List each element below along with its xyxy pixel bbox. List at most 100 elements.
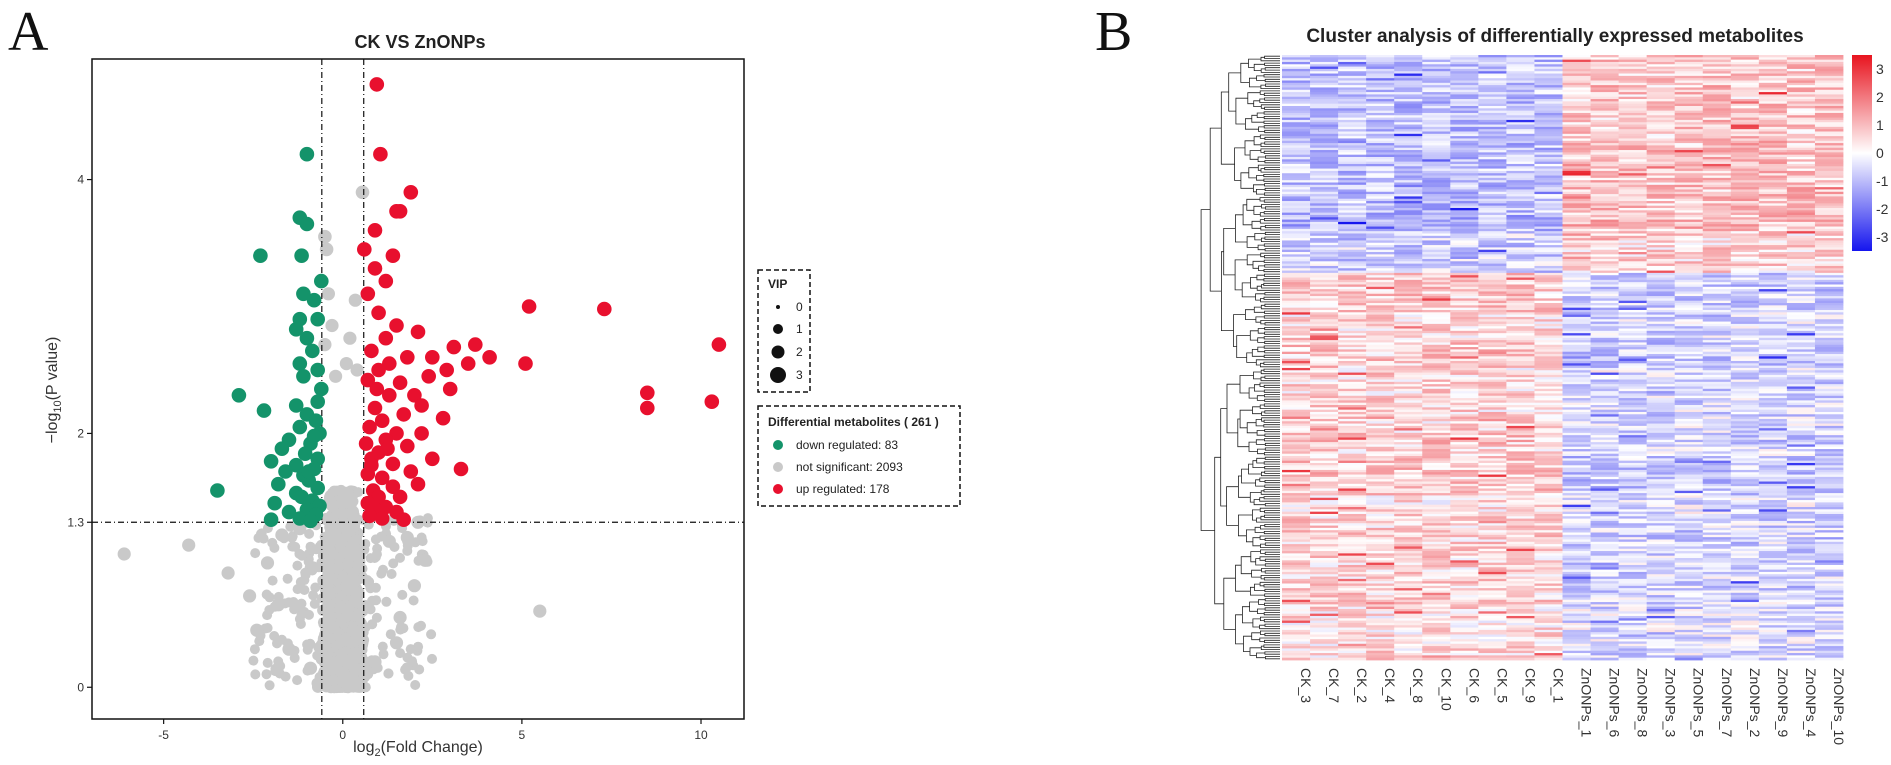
dendrogram-branch	[1264, 303, 1280, 307]
heatmap-cell	[1506, 138, 1535, 142]
heatmap-cell	[1814, 275, 1844, 278]
heatmap-cell	[1814, 228, 1844, 232]
heatmap-cell	[1562, 133, 1591, 137]
heatmap-cell	[1338, 286, 1367, 290]
heatmap-cell	[1450, 87, 1479, 91]
heatmap-cell	[1814, 240, 1844, 244]
down-regulated-point	[210, 483, 225, 498]
down-regulated-point	[288, 398, 304, 413]
heatmap-cell	[1478, 201, 1507, 204]
heatmap-cell	[1366, 61, 1395, 65]
heatmap-cell	[1534, 191, 1563, 195]
heatmap-cell	[1646, 300, 1676, 304]
heatmap-cell	[1282, 228, 1311, 232]
down-regulated-point	[294, 248, 309, 263]
heatmap-cell	[1450, 115, 1479, 118]
heatmap-cell	[1394, 80, 1423, 84]
heatmap-cell	[1786, 258, 1816, 262]
heatmap-cell	[1422, 170, 1451, 174]
heatmap-cell	[1562, 159, 1591, 163]
heatmap-cell	[1646, 110, 1676, 114]
heatmap-cell	[1506, 73, 1535, 77]
heatmap-cell	[1450, 96, 1479, 100]
heatmap-cell	[1618, 85, 1648, 88]
heatmap-cell	[1282, 194, 1311, 197]
heatmap-cell	[1366, 154, 1395, 158]
heatmap-cell	[1646, 235, 1676, 239]
heatmap-cell	[1366, 277, 1395, 281]
heatmap-cell	[1450, 170, 1479, 174]
up-regulated-point	[382, 356, 397, 371]
heatmap-cell	[1618, 277, 1648, 281]
heatmap-cell	[1366, 87, 1395, 91]
dendrogram-branch	[1264, 429, 1280, 433]
heatmap-cell	[1366, 312, 1395, 316]
heatmap-cell	[1590, 75, 1619, 79]
heatmap-cell	[1758, 275, 1788, 278]
heatmap-cell	[1310, 138, 1339, 142]
heatmap-cell	[1534, 205, 1563, 209]
dendrogram-branch	[1243, 635, 1252, 652]
heatmap-cell	[1282, 217, 1311, 220]
heatmap-cell	[1422, 212, 1451, 216]
heatmap-cell	[1366, 191, 1395, 195]
heatmap-cell	[1590, 156, 1619, 160]
heatmap-cell	[1674, 293, 1704, 297]
down-regulated-point	[314, 381, 329, 397]
heatmap-cell	[1786, 214, 1816, 218]
heatmap-cell	[1366, 73, 1395, 77]
heatmap-cell	[1590, 78, 1619, 81]
heatmap-cell	[1702, 300, 1732, 304]
heatmap-cell	[1310, 196, 1339, 200]
heatmap-cell	[1450, 92, 1479, 95]
heatmap-cell	[1282, 99, 1311, 102]
heatmap-cell	[1394, 96, 1423, 100]
heatmap-cell	[1534, 99, 1563, 102]
heatmap-cell	[1618, 252, 1648, 255]
up-regulated-point	[640, 400, 655, 416]
down-regulated-point	[292, 419, 308, 435]
heatmap-cell	[1702, 240, 1732, 244]
heatmap-cell	[1282, 307, 1311, 311]
dendrogram-branch	[1264, 394, 1280, 398]
heatmap-cell	[1702, 154, 1732, 158]
heatmap-cell	[1674, 159, 1704, 163]
heatmap-cell	[1282, 277, 1311, 281]
heatmap-cell	[1534, 252, 1563, 255]
heatmap-cell	[1786, 305, 1816, 309]
heatmap-cell	[1730, 238, 1760, 241]
heatmap-cell	[1338, 189, 1367, 193]
heatmap-cell	[1338, 168, 1367, 172]
dendrogram-branch	[1263, 461, 1280, 465]
heatmap-cell	[1646, 194, 1676, 197]
up-regulated-point	[367, 400, 383, 416]
heatmap-cell	[1814, 189, 1844, 193]
dendrogram-branch	[1263, 296, 1280, 300]
vip-label-3: 3	[796, 368, 803, 382]
heatmap-cell	[1814, 247, 1844, 251]
heatmap-cell	[1422, 293, 1451, 297]
heatmap-cell	[1282, 263, 1311, 267]
heatmap-cell	[1506, 122, 1535, 125]
heatmap-cell	[1702, 161, 1732, 165]
heatmap-cell	[1366, 201, 1395, 204]
heatmap-cell	[1534, 122, 1563, 125]
heatmap-cell	[1366, 219, 1395, 223]
heatmap-cell	[1450, 296, 1479, 299]
heatmap-cell	[1282, 182, 1311, 186]
heatmap-cell	[1562, 289, 1591, 292]
dendrogram-branch	[1261, 237, 1280, 242]
heatmap-cell	[1422, 270, 1451, 274]
heatmap-cell	[1338, 191, 1367, 195]
heatmap-cell	[1450, 147, 1479, 151]
heatmap-cell	[1562, 263, 1591, 267]
heatmap-cell	[1786, 296, 1816, 299]
heatmap-cell	[1338, 143, 1367, 146]
heatmap-cell	[1366, 122, 1395, 125]
heatmap-cell	[1506, 131, 1535, 135]
heatmap-cell	[1758, 272, 1788, 276]
heatmap-cell	[1394, 194, 1423, 197]
heatmap-cell	[1786, 110, 1816, 114]
heatmap-cell	[1310, 173, 1339, 176]
heatmap-cell	[1590, 249, 1619, 253]
